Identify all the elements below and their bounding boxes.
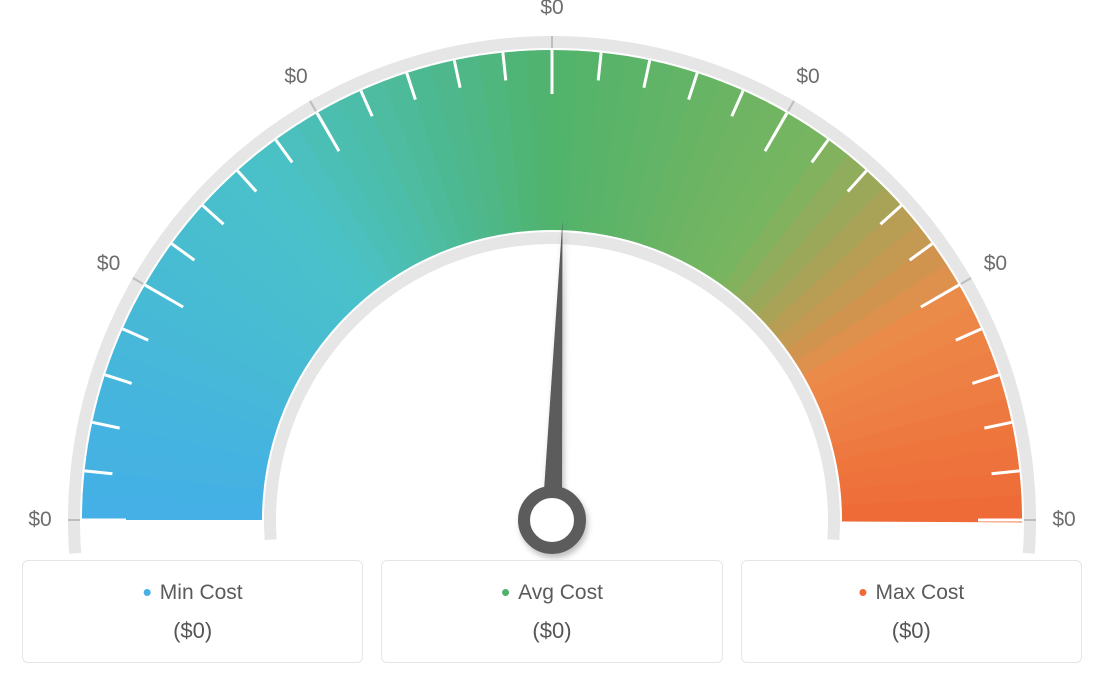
legend-dot-min: • [143, 577, 152, 607]
legend-dot-max: • [858, 577, 867, 607]
gauge-tick-label: $0 [28, 508, 51, 532]
gauge-tick-label: $0 [1052, 508, 1075, 532]
gauge-tick-label: $0 [984, 252, 1007, 276]
legend-title-min: • Min Cost [33, 577, 352, 608]
gauge-tick-label: $0 [284, 65, 307, 89]
legend-value-avg: ($0) [392, 618, 711, 644]
legend-card-min: • Min Cost ($0) [22, 560, 363, 663]
gauge-tick-label: $0 [796, 65, 819, 89]
legend-label-avg: Avg Cost [518, 581, 603, 604]
gauge-tick-label: $0 [540, 0, 563, 20]
legend-card-max: • Max Cost ($0) [741, 560, 1082, 663]
gauge-container: $0$0$0$0$0$0$0 [22, 20, 1082, 550]
legend-card-avg: • Avg Cost ($0) [381, 560, 722, 663]
legend-dot-avg: • [501, 577, 510, 607]
legend-value-max: ($0) [752, 618, 1071, 644]
legend-value-min: ($0) [33, 618, 352, 644]
legend-row: • Min Cost ($0) • Avg Cost ($0) • Max Cost … [22, 560, 1082, 663]
legend-label-max: Max Cost [876, 581, 965, 604]
gauge-tick-label: $0 [97, 252, 120, 276]
gauge-chart [22, 20, 1082, 560]
legend-title-max: • Max Cost [752, 577, 1071, 608]
legend-title-avg: • Avg Cost [392, 577, 711, 608]
legend-label-min: Min Cost [160, 581, 243, 604]
